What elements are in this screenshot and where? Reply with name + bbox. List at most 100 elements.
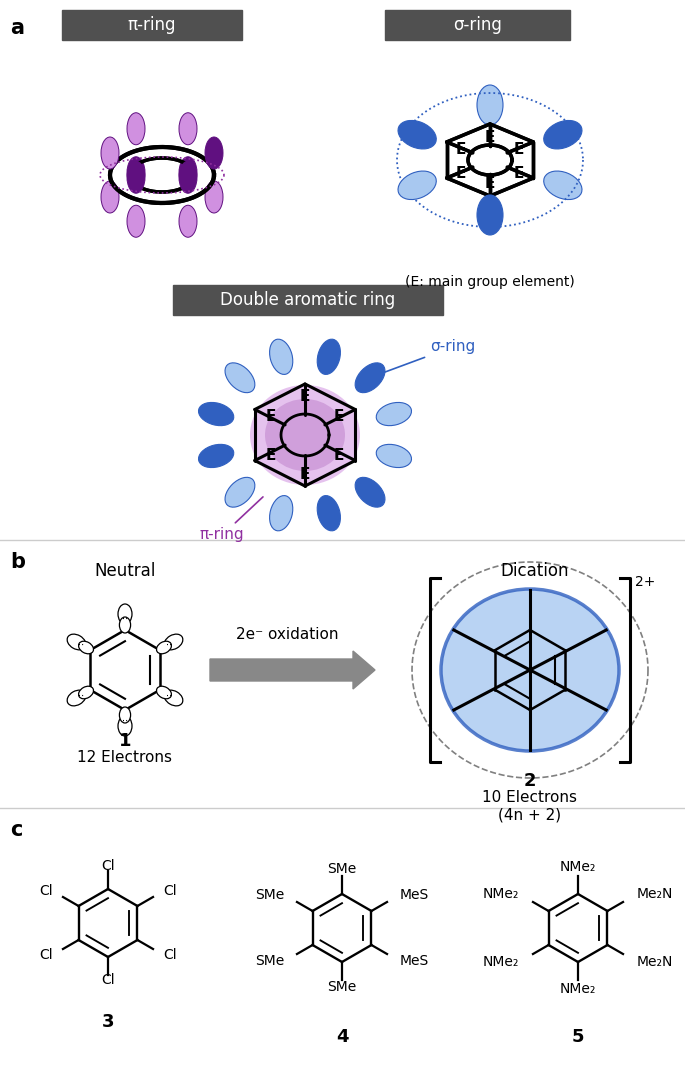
Ellipse shape [225,363,255,392]
Text: SMe: SMe [327,862,357,876]
Ellipse shape [79,641,93,654]
Text: 2e⁻ oxidation: 2e⁻ oxidation [236,627,339,642]
FancyBboxPatch shape [173,284,443,315]
Ellipse shape [544,171,582,199]
Text: 3: 3 [102,1013,114,1031]
Text: b: b [10,552,25,572]
Text: 4: 4 [336,1028,348,1046]
Text: Cl: Cl [101,859,115,873]
Ellipse shape [179,157,197,189]
Text: E: E [485,177,495,192]
Text: E: E [266,409,276,424]
Text: Cl: Cl [39,948,53,962]
Ellipse shape [127,112,145,145]
Ellipse shape [265,399,345,471]
Ellipse shape [441,589,619,751]
Text: E: E [514,166,525,181]
Text: SMe: SMe [327,980,357,994]
Text: 2: 2 [524,772,536,790]
Text: MeS: MeS [399,954,428,968]
Text: σ-ring: σ-ring [453,16,502,34]
Ellipse shape [156,687,171,699]
Ellipse shape [179,161,197,193]
Text: E: E [456,142,466,157]
Text: Cl: Cl [101,973,115,988]
Text: 2+: 2+ [635,576,656,589]
Text: a: a [10,19,24,38]
Ellipse shape [317,339,340,375]
Ellipse shape [119,707,131,723]
Ellipse shape [376,402,412,426]
Text: E: E [300,389,310,404]
Text: Neutral: Neutral [95,562,155,580]
Text: NMe₂: NMe₂ [483,887,519,901]
Ellipse shape [477,195,503,235]
Ellipse shape [127,157,145,189]
Text: π-ring: π-ring [127,16,176,34]
Text: ⋅⋅: ⋅⋅ [122,716,128,726]
Text: E: E [514,142,525,157]
Text: ⋅⋅: ⋅⋅ [166,690,173,701]
Ellipse shape [179,205,197,238]
Text: Double aromatic ring: Double aromatic ring [221,291,396,308]
Text: 10 Electrons: 10 Electrons [482,790,577,806]
Text: SMe: SMe [256,888,285,903]
Text: Cl: Cl [164,948,177,962]
Ellipse shape [101,181,119,213]
Text: Cl: Cl [39,884,53,898]
Text: π-ring: π-ring [200,497,263,543]
Ellipse shape [376,445,412,468]
Text: NMe₂: NMe₂ [560,860,596,874]
Ellipse shape [398,121,436,149]
Text: σ-ring: σ-ring [379,339,475,374]
Ellipse shape [164,634,183,650]
Ellipse shape [225,477,255,507]
Ellipse shape [67,634,86,650]
Ellipse shape [205,137,223,169]
Ellipse shape [398,171,436,199]
Text: NMe₂: NMe₂ [483,955,519,969]
Text: Cl: Cl [164,884,177,898]
Ellipse shape [118,604,132,623]
Ellipse shape [118,716,132,736]
Ellipse shape [79,687,93,699]
Text: E: E [334,409,345,424]
Text: ⋅⋅: ⋅⋅ [77,690,84,701]
Text: ⋅⋅: ⋅⋅ [77,640,84,650]
Ellipse shape [317,496,340,531]
Text: NMe₂: NMe₂ [560,982,596,996]
Ellipse shape [199,445,234,468]
Text: 12 Electrons: 12 Electrons [77,750,173,765]
Ellipse shape [127,205,145,238]
Ellipse shape [477,85,503,125]
Text: E: E [485,130,495,145]
Text: Me₂N: Me₂N [637,955,673,969]
Ellipse shape [355,477,385,507]
Text: (E: main group element): (E: main group element) [405,275,575,289]
Ellipse shape [250,385,360,485]
Ellipse shape [156,641,171,654]
Text: E: E [456,166,466,181]
Text: E: E [334,448,345,463]
Text: Dication: Dication [501,562,569,580]
Ellipse shape [355,363,385,392]
Ellipse shape [119,617,131,633]
Ellipse shape [205,181,223,213]
Ellipse shape [127,161,145,193]
Ellipse shape [199,402,234,426]
Text: (4n + 2): (4n + 2) [499,807,562,822]
Ellipse shape [544,121,582,149]
Text: ⋅⋅: ⋅⋅ [166,640,173,650]
Ellipse shape [270,496,292,531]
Ellipse shape [101,137,119,169]
Ellipse shape [270,339,292,375]
Text: ⋅⋅: ⋅⋅ [122,614,128,623]
Text: E: E [300,467,310,482]
Ellipse shape [179,112,197,145]
Text: E: E [266,448,276,463]
FancyBboxPatch shape [385,10,570,40]
Text: MeS: MeS [399,888,428,903]
Ellipse shape [67,690,86,706]
FancyArrow shape [210,651,375,689]
Text: SMe: SMe [256,954,285,968]
